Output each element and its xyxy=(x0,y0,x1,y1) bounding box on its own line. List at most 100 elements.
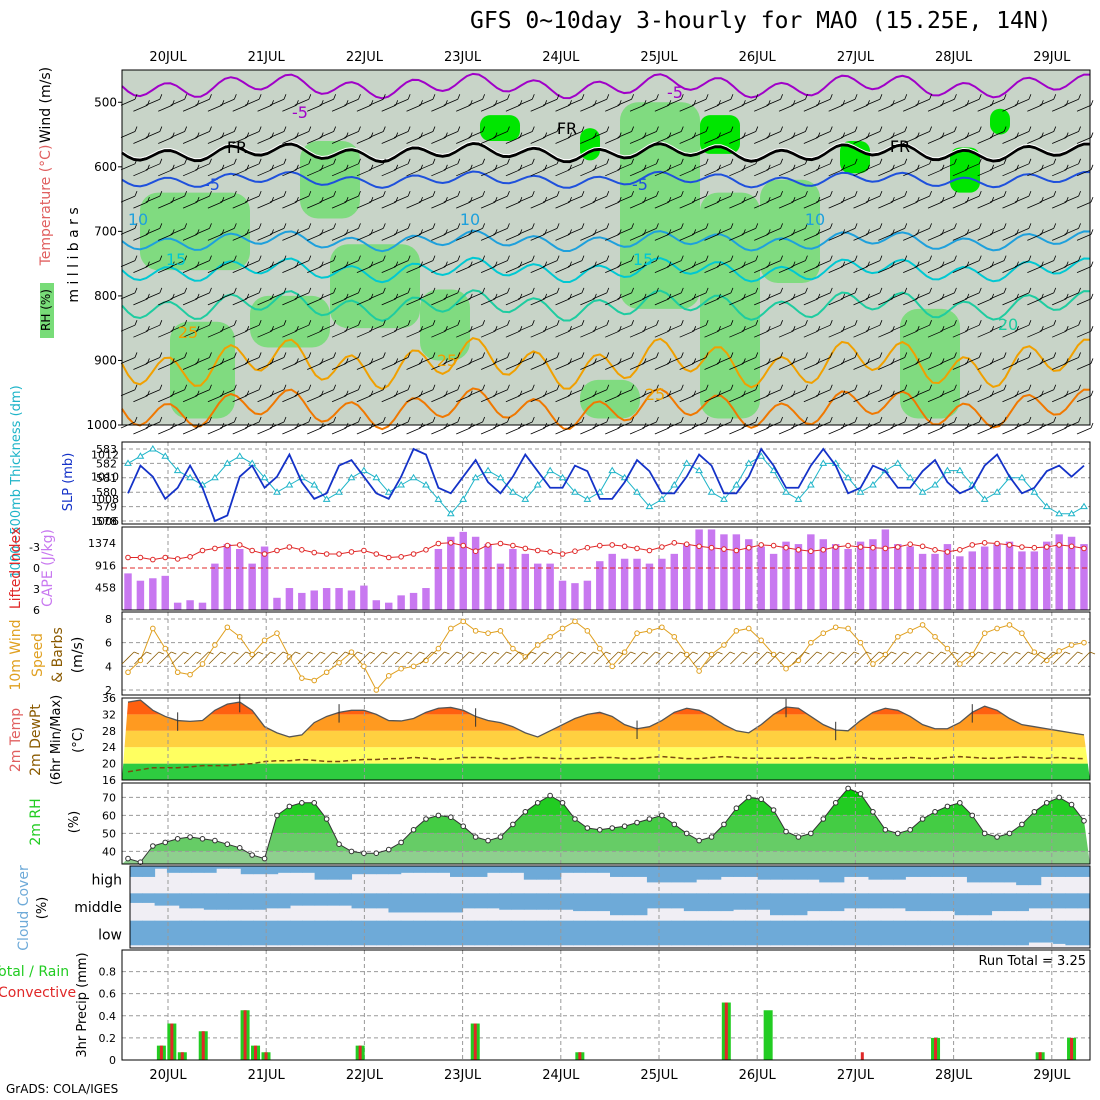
wind-speed-point xyxy=(299,675,305,681)
wind-barb xyxy=(1039,98,1054,106)
wind-barb-flag xyxy=(606,352,610,358)
wind-barb xyxy=(456,104,471,112)
rh-point xyxy=(497,834,504,840)
surface-wind-barb xyxy=(854,651,867,665)
cloud-cell-middle xyxy=(437,893,451,913)
wind-barb-flag xyxy=(507,255,510,261)
wind-barb xyxy=(654,298,670,306)
wind-barb xyxy=(319,227,334,235)
wind-barb xyxy=(356,427,372,435)
wind-barb-flag xyxy=(457,416,461,423)
thickness-point xyxy=(980,495,989,502)
wind-barb-flag xyxy=(730,94,734,100)
wind-barb xyxy=(977,427,992,435)
cloud-cell-low xyxy=(437,920,451,946)
lifted-index-point xyxy=(261,551,268,557)
lifted-index-point xyxy=(224,542,231,549)
wind-barb xyxy=(741,260,756,268)
wind-barb-flag xyxy=(730,384,734,390)
wind-barb xyxy=(207,330,223,338)
wind-barb xyxy=(294,260,309,268)
cape-bar xyxy=(745,539,753,610)
rh-point xyxy=(584,825,591,831)
wind-barb-flag xyxy=(705,94,709,100)
surface-wind-barb-flag xyxy=(481,651,487,655)
wind-barb xyxy=(778,137,794,144)
wind-barb-flag xyxy=(978,223,982,229)
wind-barb xyxy=(443,195,458,203)
lifted-index-point xyxy=(336,551,342,557)
cape-bar xyxy=(322,588,331,610)
lifted-index-point xyxy=(361,547,367,554)
thickness-point xyxy=(707,488,716,495)
wind-barb xyxy=(468,324,483,332)
wind-barb xyxy=(965,98,980,106)
cloud-cell-high xyxy=(314,866,328,880)
cloud-cell-middle xyxy=(203,893,217,910)
thickness-point xyxy=(931,481,939,488)
wind-barb-flag xyxy=(482,320,486,326)
wind-barb xyxy=(828,201,843,209)
lifted-index-point xyxy=(596,542,603,549)
cloud-cell-middle xyxy=(966,893,980,916)
cloud-cell-middle xyxy=(843,893,857,909)
wind-barb xyxy=(133,104,148,112)
wind-speed-point xyxy=(249,651,255,658)
wind-barb xyxy=(1064,324,1079,332)
wind-barb-flag xyxy=(1078,126,1081,132)
thickness-point xyxy=(1018,473,1026,481)
surface-wind-barb-flag xyxy=(171,651,177,655)
wind-barb-flag xyxy=(233,158,237,164)
cloud-cell-low xyxy=(770,920,783,946)
wind-barb xyxy=(654,330,670,338)
cloud-cell-middle xyxy=(942,893,956,912)
wind-barb-flag xyxy=(308,94,312,100)
thickness-point xyxy=(955,466,964,474)
surface-wind-barb-flag xyxy=(568,651,574,655)
wind-barb xyxy=(605,201,620,209)
wind-barb-flag xyxy=(1090,100,1094,106)
wind-speed-point xyxy=(373,687,380,693)
wind-barb xyxy=(282,169,297,177)
rh-point xyxy=(646,816,653,822)
wind-barb-flag xyxy=(656,416,659,423)
rh-moist-region xyxy=(700,192,760,419)
wind-barb xyxy=(816,357,831,364)
wind-barb-flag xyxy=(954,287,957,294)
wind-barb xyxy=(915,260,930,268)
cloud-cell-high xyxy=(216,866,229,869)
wind-barb xyxy=(1052,395,1067,403)
wind-barb xyxy=(617,195,632,203)
wind-speed-point xyxy=(609,663,616,670)
wind-barb-flag xyxy=(233,126,237,132)
surface-wind-barb-flag xyxy=(1089,651,1096,655)
wind-barb xyxy=(654,169,670,177)
lifted-index-point xyxy=(398,554,404,560)
wind-barb xyxy=(381,363,396,370)
lifted-index-point xyxy=(795,547,802,553)
wind-barb-flag xyxy=(780,287,783,294)
cloud-cell-middle xyxy=(905,893,919,912)
wind-barb xyxy=(989,163,1005,171)
wind-barb-flag xyxy=(507,94,510,100)
wind-barb xyxy=(120,260,136,268)
wind-barb-flag xyxy=(482,416,486,423)
wind-barb xyxy=(381,395,396,403)
wind-barb xyxy=(977,266,992,274)
wind-barb xyxy=(182,330,198,338)
wind-barb xyxy=(853,137,868,144)
wind-barb xyxy=(158,395,173,403)
surface-wind-barb-flag xyxy=(469,651,475,655)
wind-barb xyxy=(282,233,297,241)
wind-barb xyxy=(493,389,508,397)
wind-barb xyxy=(170,98,185,106)
wind-barb-flag xyxy=(1003,126,1007,132)
surface-wind-barb-flag xyxy=(791,651,798,655)
wind-barb xyxy=(952,201,968,209)
cloud-cell-middle xyxy=(376,893,389,909)
cape-bar xyxy=(1080,544,1088,610)
wind-barb xyxy=(580,169,595,177)
wind-barb-flag xyxy=(705,255,709,261)
lifted-index-point xyxy=(820,547,827,553)
wind-barb xyxy=(778,201,794,209)
